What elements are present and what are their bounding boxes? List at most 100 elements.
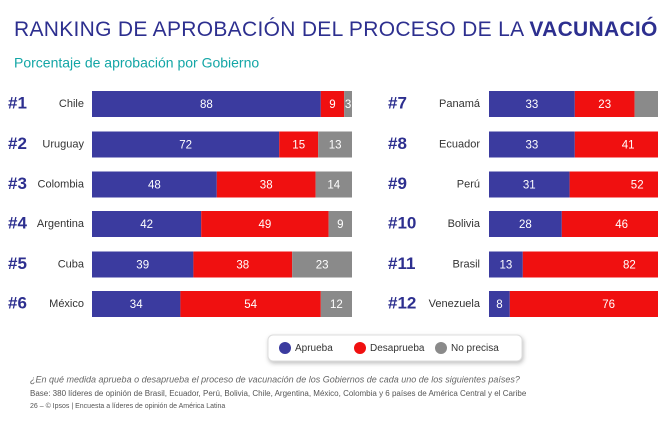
category-label: Argentina <box>37 218 85 230</box>
legend-label: Aprueba <box>295 343 333 354</box>
bar-segment <box>201 211 329 237</box>
category-label: Chile <box>59 98 84 110</box>
category-label: Ecuador <box>439 138 480 150</box>
value-label: 31 <box>523 180 536 192</box>
footer: 26 – © Ipsos | Encuesta a líderes de opi… <box>30 402 225 410</box>
value-label: 41 <box>622 140 635 152</box>
value-label: 76 <box>602 299 615 311</box>
rank-label: #5 <box>8 254 27 273</box>
rank-label: #3 <box>8 174 27 193</box>
value-label: 46 <box>615 219 628 231</box>
bar-segment <box>279 131 319 158</box>
legend-label: Desaprueba <box>370 343 425 354</box>
rank-label: #1 <box>8 93 27 112</box>
question: ¿En qué medida aprueba o desaprueba el p… <box>30 374 520 384</box>
bar-segment <box>509 291 658 317</box>
bar-segment <box>92 91 321 117</box>
bar-segment <box>180 291 321 317</box>
value-label: 13 <box>500 260 513 272</box>
value-label: 33 <box>526 140 539 152</box>
value-label: 52 <box>631 180 644 192</box>
legend-label: No precisa <box>451 343 499 354</box>
rank-label: #10 <box>388 213 416 232</box>
value-label: 33 <box>526 99 539 111</box>
legend-swatch <box>435 342 447 354</box>
bar-segment <box>634 91 658 117</box>
value-label: 34 <box>130 299 143 311</box>
category-label: México <box>49 298 84 310</box>
bar-segment <box>489 171 570 198</box>
value-label: 38 <box>260 180 273 192</box>
bar-segment <box>315 171 352 198</box>
rank-label: #11 <box>388 254 415 273</box>
bar-segment <box>328 211 352 237</box>
value-label: 15 <box>292 140 305 152</box>
value-label: 9 <box>337 219 343 231</box>
bar-segment <box>92 171 217 198</box>
value-label: 23 <box>598 99 611 111</box>
bar-segment <box>193 251 293 278</box>
bar-segment <box>489 211 562 237</box>
bar-segment <box>318 131 352 158</box>
value-label: 82 <box>623 260 636 272</box>
bar-segment <box>92 211 202 237</box>
bar-segment <box>489 131 575 158</box>
value-label: 9 <box>329 99 335 111</box>
title-text: RANKING DE APROBACIÓN DEL PROCESO DE LA <box>14 18 524 41</box>
bar-segment <box>561 211 658 237</box>
rank-label: #6 <box>8 293 27 312</box>
value-label: 49 <box>259 219 272 231</box>
bar-segment <box>320 291 352 317</box>
bar-segment <box>92 291 181 317</box>
bar-segment <box>569 171 658 198</box>
chart-title: RANKING DE APROBACIÓN DEL PROCESO DE LA … <box>14 17 658 41</box>
rank-label: #12 <box>388 293 416 312</box>
category-label: Perú <box>457 178 480 190</box>
category-label: Uruguay <box>42 138 84 150</box>
base: Base: 380 líderes de opinión de Brasil, … <box>30 389 527 398</box>
category-label: Colombia <box>38 178 85 190</box>
rank-label: #7 <box>388 93 407 112</box>
bar-segment <box>574 91 635 117</box>
bar-segment <box>216 171 316 198</box>
bar-segment <box>320 91 345 117</box>
category-label: Bolivia <box>448 218 481 230</box>
bar-segment <box>292 251 352 278</box>
value-label: 39 <box>136 260 149 272</box>
value-label: 48 <box>148 180 161 192</box>
value-label: 14 <box>327 180 340 192</box>
rank-label: #9 <box>388 174 407 193</box>
bar-segment <box>92 131 280 158</box>
bar-segment <box>92 251 194 278</box>
bar-segment <box>489 291 510 317</box>
bar-segment <box>522 251 658 278</box>
value-label: 42 <box>140 219 153 231</box>
category-label: Cuba <box>58 258 85 270</box>
bar-segment <box>344 91 352 117</box>
subtitle: Porcentaje de aprobación por Gobierno <box>14 55 259 71</box>
value-label: 88 <box>200 99 213 111</box>
legend-swatch <box>279 342 291 354</box>
value-label: 72 <box>179 140 192 152</box>
category-label: Brasil <box>452 258 480 270</box>
rank-label: #4 <box>8 213 27 232</box>
value-label: 8 <box>496 299 502 311</box>
value-label: 54 <box>244 299 257 311</box>
category-label: Venezuela <box>429 298 481 310</box>
bar-segment <box>489 251 523 278</box>
value-label: 3 <box>345 99 351 111</box>
value-label: 38 <box>236 260 249 272</box>
legend: Aprueba Desaprueba No precisa <box>279 342 499 354</box>
value-label: 23 <box>316 260 329 272</box>
legend-swatch <box>354 342 366 354</box>
title-highlight: VACUNACIÓN <box>529 17 658 41</box>
value-label: 12 <box>330 299 343 311</box>
rank-label: #8 <box>388 134 407 153</box>
legend-box <box>267 334 523 362</box>
value-label: 13 <box>329 140 342 152</box>
bar-segment <box>574 131 658 158</box>
bar-segment <box>489 91 575 117</box>
rank-label: #2 <box>8 134 27 153</box>
category-label: Panamá <box>439 98 481 110</box>
